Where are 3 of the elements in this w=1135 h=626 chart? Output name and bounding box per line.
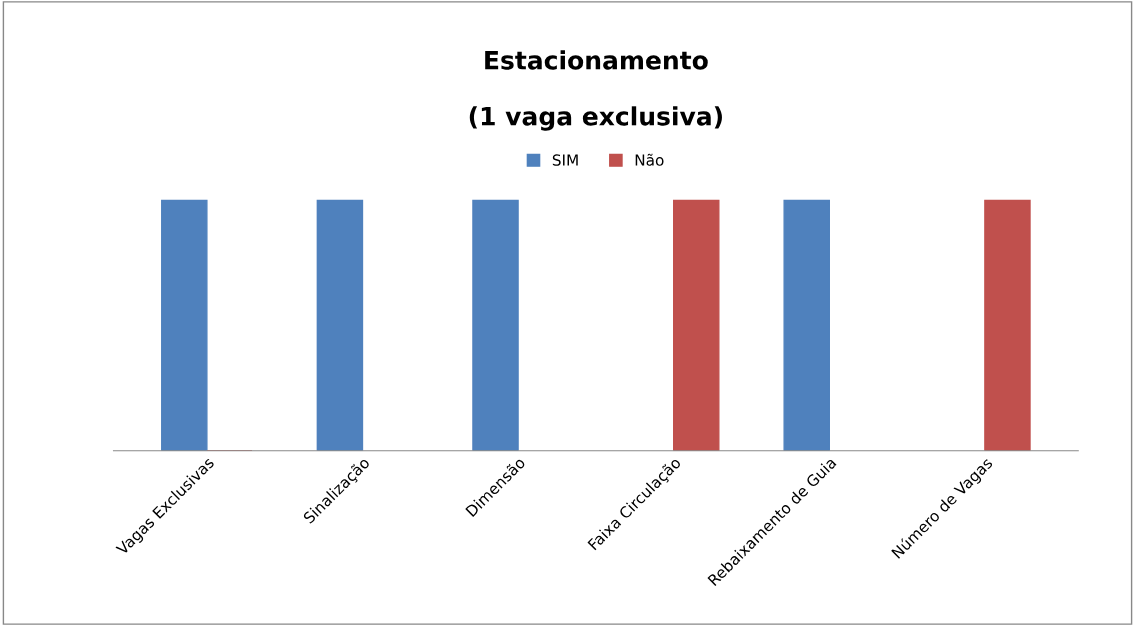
legend-label: Não [635, 153, 664, 166]
chart-title: Estacionamento (1 vaga exclusiva) [469, 50, 722, 131]
legend-label: SIM [552, 154, 578, 166]
